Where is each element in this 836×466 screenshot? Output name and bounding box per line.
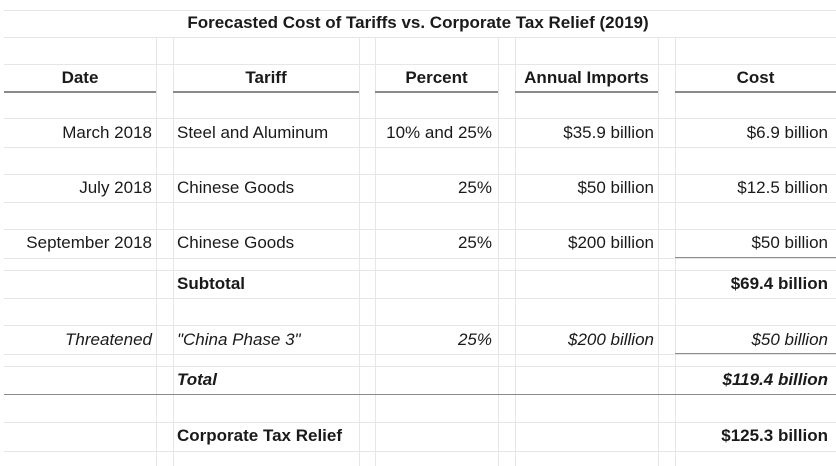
cell-percent: 25%: [457, 178, 492, 197]
gridline: [173, 37, 174, 466]
cell-percent: 25%: [457, 233, 492, 252]
gridline: [375, 37, 376, 466]
cell-percent: 10% and 25%: [386, 123, 492, 142]
cell-date: March 2018: [62, 123, 152, 142]
gridline: [658, 37, 659, 466]
cell-tariff: Steel and Aluminum: [177, 123, 329, 142]
gridline: [4, 118, 836, 119]
subtotal-cost: $69.4 billion: [730, 274, 828, 293]
cell-cost: $6.9 billion: [746, 123, 828, 142]
header-cost: Cost: [736, 68, 775, 87]
cell-date: September 2018: [26, 233, 152, 252]
cell-percent: 25%: [457, 330, 492, 349]
header-annual-imports: Annual Imports: [524, 68, 649, 87]
gridline: [4, 422, 836, 423]
cell-imports: $200 billion: [567, 330, 654, 349]
gridline: [675, 37, 676, 466]
gridline: [4, 229, 836, 230]
header-rule: [173, 91, 359, 93]
gridline: [4, 298, 836, 299]
subtotal-label: Subtotal: [177, 274, 245, 293]
header-percent: Percent: [405, 68, 468, 87]
gridline: [4, 202, 836, 203]
gridline: [4, 64, 836, 65]
total-rule: [675, 353, 836, 354]
header-rule: [4, 91, 156, 93]
header-tariff: Tariff: [245, 68, 287, 87]
header-rule: [675, 91, 836, 93]
cell-tariff: "China Phase 3": [177, 330, 301, 349]
cell-imports: $200 billion: [567, 233, 654, 252]
gridline: [4, 147, 836, 148]
cell-imports: $35.9 billion: [563, 123, 654, 142]
total-label: Total: [177, 370, 217, 389]
gridline: [4, 174, 836, 175]
cell-imports: $50 billion: [577, 178, 654, 197]
total-separator: [4, 394, 836, 395]
cell-cost: $50 billion: [751, 233, 828, 252]
gridline: [359, 37, 360, 466]
gridline: [4, 258, 836, 259]
header-rule: [375, 91, 498, 93]
gridline: [4, 366, 836, 367]
tax-relief-cost: $125.3 billion: [721, 426, 828, 445]
cell-tariff: Chinese Goods: [177, 233, 295, 252]
cell-cost: $12.5 billion: [737, 178, 828, 197]
cell-cost: $50 billion: [751, 330, 828, 349]
gridline: [156, 37, 157, 466]
cell-tariff: Chinese Goods: [177, 178, 295, 197]
sheet-title: Forecasted Cost of Tariffs vs. Corporate…: [187, 13, 649, 32]
gridline: [4, 270, 836, 271]
tax-relief-label: Corporate Tax Relief: [177, 426, 343, 445]
gridline: [4, 354, 836, 355]
header-date: Date: [61, 68, 99, 87]
gridline: [4, 325, 836, 326]
subtotal-rule: [675, 257, 836, 258]
gridline: [4, 10, 836, 11]
gridline: [4, 37, 836, 38]
cell-date: Threatened: [65, 330, 152, 349]
total-cost: $119.4 billion: [722, 370, 828, 389]
gridline: [4, 451, 836, 452]
gridline: [498, 37, 499, 466]
header-rule: [515, 91, 658, 93]
gridline: [515, 37, 516, 466]
cell-date: July 2018: [79, 178, 152, 197]
